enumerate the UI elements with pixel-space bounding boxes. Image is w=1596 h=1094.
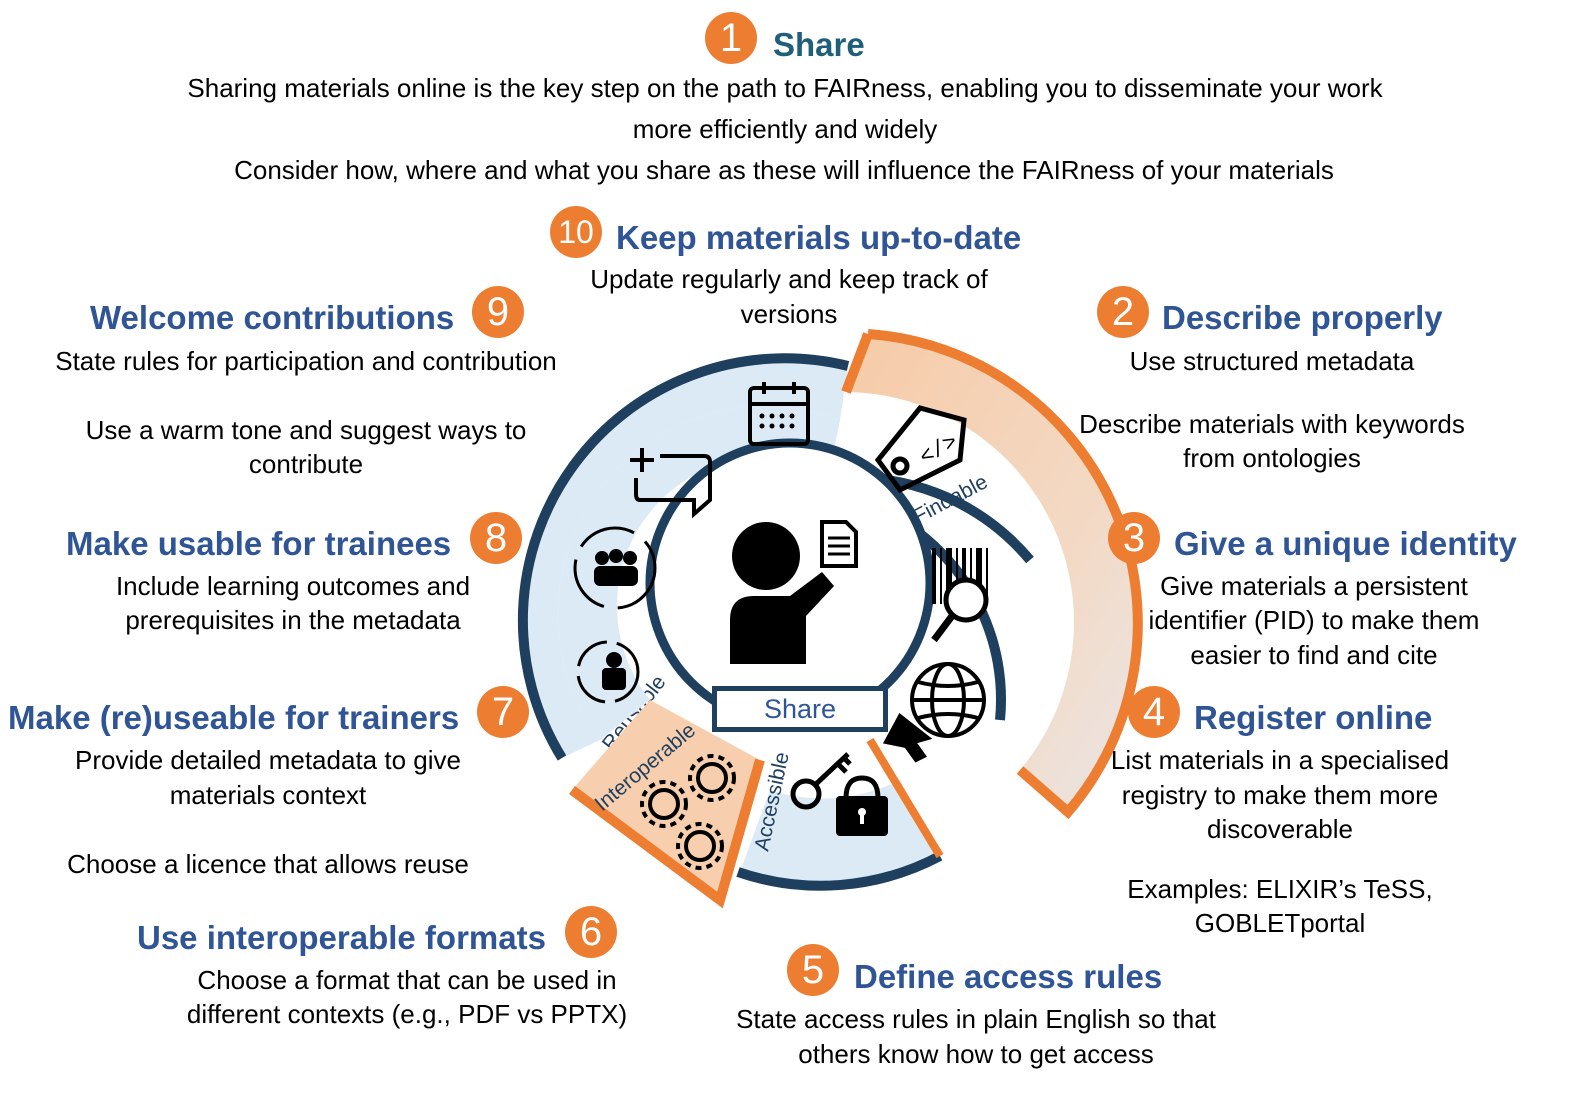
step-7-title: Make (re)useable for trainers <box>8 699 460 736</box>
globe-cursor-icon <box>882 662 986 763</box>
step-7-line-2: materials context <box>169 780 367 810</box>
step-8-title: Make usable for trainees <box>66 525 452 562</box>
step-6-title: Use interoperable formats <box>137 919 546 956</box>
step-3-line-1: Give materials a persistent <box>1160 571 1468 601</box>
step-7-line-3: Choose a licence that allows reuse <box>67 849 469 879</box>
barcode-search-icon <box>931 548 989 643</box>
presenter-document-icon <box>730 520 858 664</box>
key-lock-icon <box>790 752 888 836</box>
step-4-badge: 4 <box>1128 686 1180 738</box>
step-1-line-2: more efficiently and widely <box>632 114 938 144</box>
step-5-badge: 5 <box>787 944 839 996</box>
step-1-title: Share <box>773 26 865 63</box>
step-6-line-2: different contexts (e.g., PDF vs PPTX) <box>186 999 628 1029</box>
center-share-label: Share <box>712 686 888 732</box>
step-3-line-3: easier to find and cite <box>1190 640 1438 670</box>
step-7-badge: 7 <box>477 686 529 738</box>
step-1-line-3: Consider how, where and what you share a… <box>234 155 1334 185</box>
step-9-line-3: contribute <box>248 449 364 479</box>
step-4-line-2: registry to make them more <box>1121 780 1439 810</box>
step-8-badge: 8 <box>470 512 522 564</box>
step-9-title: Welcome contributions <box>90 299 455 336</box>
step-4-line-3: discoverable <box>1207 814 1353 844</box>
person-cycle-icon <box>576 640 640 704</box>
step-2-badge: 2 <box>1097 286 1149 338</box>
step-10-badge: 10 <box>550 206 602 258</box>
step-1-line-1: Sharing materials online is the key step… <box>187 73 1383 103</box>
step-8-line-2: prerequisites in the metadata <box>125 605 461 635</box>
step-8-line-1: Include learning outcomes and <box>115 571 471 601</box>
step-6-badge: 6 <box>565 906 617 958</box>
step-5-title: Define access rules <box>854 958 1163 995</box>
step-6-line-1: Choose a format that can be used in <box>197 965 617 995</box>
step-3-badge: 3 <box>1108 512 1160 564</box>
step-10-title: Keep materials up-to-date <box>616 219 1022 256</box>
step-4-title: Register online <box>1194 699 1433 736</box>
step-9-line-1: State rules for participation and contri… <box>55 346 557 376</box>
step-3-line-2: identifier (PID) to make them <box>1148 605 1480 635</box>
step-2-title: Describe properly <box>1162 299 1443 336</box>
add-comment-icon <box>630 448 712 519</box>
step-4-line-5: GOBLETportal <box>1194 908 1366 938</box>
step-4-line-1: List materials in a specialised <box>1110 745 1450 775</box>
step-5-line-2: others know how to get access <box>798 1039 1154 1069</box>
step-10-line-1: Update regularly and keep track of <box>590 264 988 294</box>
code-tag-icon: </> <box>874 405 967 494</box>
step-5-line-1: State access rules in plain English so t… <box>736 1004 1216 1034</box>
step-10-line-2: versions <box>740 299 838 329</box>
step-9-badge: 9 <box>472 286 524 338</box>
step-9-line-2: Use a warm tone and suggest ways to <box>85 415 527 445</box>
team-cycle-icon <box>573 526 657 610</box>
step-3-title: Give a unique identity <box>1174 525 1517 562</box>
step-2-line-1: Use structured metadata <box>1129 346 1415 376</box>
calendar-icon <box>748 382 810 446</box>
step-7-line-1: Provide detailed metadata to give <box>75 745 461 775</box>
step-4-line-4: Examples: ELIXIR’s TeSS, <box>1127 874 1433 904</box>
gears-icon <box>640 754 736 870</box>
step-1-badge: 1 <box>705 12 757 64</box>
step-2-line-2: Describe materials with keywords <box>1079 409 1465 439</box>
step-2-line-3: from ontologies <box>1183 443 1361 473</box>
